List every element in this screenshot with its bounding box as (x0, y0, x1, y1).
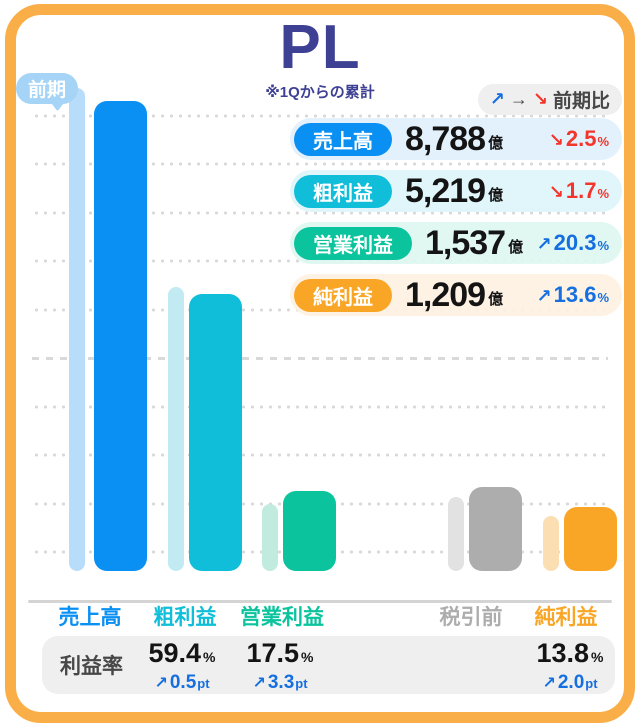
margin-change-number: 0.5 (169, 672, 197, 693)
previous-period-badge: 前期 (16, 73, 79, 104)
gridline (32, 162, 608, 166)
margin-change-number: 2.0 (557, 672, 585, 693)
page-subtitle: ※1Qからの累計 (265, 84, 375, 101)
stat-change-unit: % (597, 134, 609, 149)
page-title: PL (279, 13, 361, 82)
margin-change-unit: pt (585, 676, 598, 691)
stat-unit-operating: 億 (508, 239, 524, 256)
margin-change-number: 3.3 (267, 672, 295, 693)
margin-value-unit: % (203, 649, 216, 665)
bar-pretax-current (469, 487, 522, 571)
up-arrow-icon: ↗ (489, 89, 505, 109)
stat-change-unit: % (597, 290, 609, 305)
up-arrow-icon: ↗ (542, 675, 556, 692)
stat-change-sales: ↘ 2.5 % (549, 126, 609, 152)
stat-pill-gross: 粗利益 (294, 174, 392, 208)
margin-value-number: 17.5 (246, 638, 300, 668)
margin-change-unit: pt (197, 676, 210, 691)
margin-value: 17.5% (246, 639, 313, 672)
margin-value: 59.4% (148, 639, 215, 672)
stat-value-net: 1,209 (405, 276, 486, 314)
stat-pill-net: 純利益 (294, 278, 392, 312)
yoy-legend-label: 前期比 (552, 91, 610, 112)
up-arrow-icon: ↗ (252, 675, 266, 692)
stat-change-value: 2.5 (565, 126, 597, 151)
bar-net-previous (543, 516, 559, 571)
up-arrow-icon: ↗ (536, 234, 552, 254)
margin-value-unit: % (591, 649, 604, 665)
chart-baseline (28, 600, 612, 603)
stat-change-unit: % (597, 186, 609, 201)
flat-arrow-icon: → (509, 89, 528, 109)
margin-change-unit: pt (295, 676, 308, 691)
stat-pill-sales: 売上高 (294, 122, 392, 156)
stat-change-gross: ↘ 1.7 % (549, 178, 609, 204)
stat-change-value: 1.7 (565, 178, 597, 203)
up-arrow-icon: ↗ (536, 286, 552, 306)
stat-change-value: 13.6 (553, 282, 597, 307)
margin-value-number: 59.4 (148, 638, 202, 668)
bar-gross-previous (168, 287, 184, 571)
bar-sales-current (94, 101, 147, 571)
axis-label-gross: 粗利益 (153, 606, 217, 629)
stat-change-unit: % (597, 238, 609, 253)
stat-row-sales: 売上高 8,788 億 ↘ 2.5 % (290, 118, 622, 160)
stat-value-sales: 8,788 (405, 120, 486, 158)
yoy-legend: ↗ → ↘ 前期比 (477, 84, 622, 115)
profit-margin-label: 利益率 (60, 655, 123, 678)
bar-sales-previous (69, 88, 85, 571)
margin-item-gross: 59.4% ↗ 0.5pt (148, 639, 215, 695)
margin-change: ↗ 2.0pt (536, 672, 603, 695)
down-arrow-icon: ↘ (532, 89, 548, 109)
stat-unit-gross: 億 (488, 187, 504, 204)
profit-margin-panel: 利益率 59.4% ↗ 0.5pt 17.5% ↗ 3.3pt 13.8% ↗ 2.0… (42, 636, 615, 694)
axis-label-sales: 売上高 (58, 606, 122, 629)
axis-label-operating: 営業利益 (240, 606, 324, 629)
stat-unit-sales: 億 (488, 135, 504, 152)
margin-item-operating: 17.5% ↗ 3.3pt (246, 639, 313, 695)
gridline (32, 211, 608, 215)
stat-row-operating: 営業利益 1,537 億 ↗ 20.3 % (290, 222, 622, 264)
bar-net-current (564, 507, 617, 571)
axis-label-net: 純利益 (534, 606, 598, 629)
margin-item-net: 13.8% ↗ 2.0pt (536, 639, 603, 695)
gridline (32, 405, 608, 409)
down-arrow-icon: ↘ (548, 130, 564, 150)
down-arrow-icon: ↘ (548, 182, 564, 202)
stat-unit-net: 億 (488, 291, 504, 308)
bar-pretax-previous (448, 497, 464, 571)
gridline (32, 114, 608, 118)
margin-value-number: 13.8 (536, 638, 590, 668)
margin-value: 13.8% (536, 639, 603, 672)
stat-row-gross: 粗利益 5,219 億 ↘ 1.7 % (290, 170, 622, 212)
stat-change-operating: ↗ 20.3 % (537, 230, 609, 256)
stat-pill-operating: 営業利益 (294, 226, 412, 260)
margin-change: ↗ 3.3pt (246, 672, 313, 695)
stat-value-operating: 1,537 (425, 224, 506, 262)
margin-value-unit: % (301, 649, 314, 665)
stat-value-gross: 5,219 (405, 172, 486, 210)
gridline (32, 453, 608, 457)
up-arrow-icon: ↗ (154, 675, 168, 692)
stat-change-value: 20.3 (553, 230, 597, 255)
margin-change: ↗ 0.5pt (148, 672, 215, 695)
stat-change-net: ↗ 13.6 % (537, 282, 609, 308)
bar-operating-current (283, 491, 336, 571)
stat-row-net: 純利益 1,209 億 ↗ 13.6 % (290, 274, 622, 316)
bar-operating-previous (262, 504, 278, 571)
axis-label-pretax: 税引前 (439, 606, 503, 629)
gridline-dashed (32, 357, 608, 360)
bar-gross-current (189, 294, 242, 571)
